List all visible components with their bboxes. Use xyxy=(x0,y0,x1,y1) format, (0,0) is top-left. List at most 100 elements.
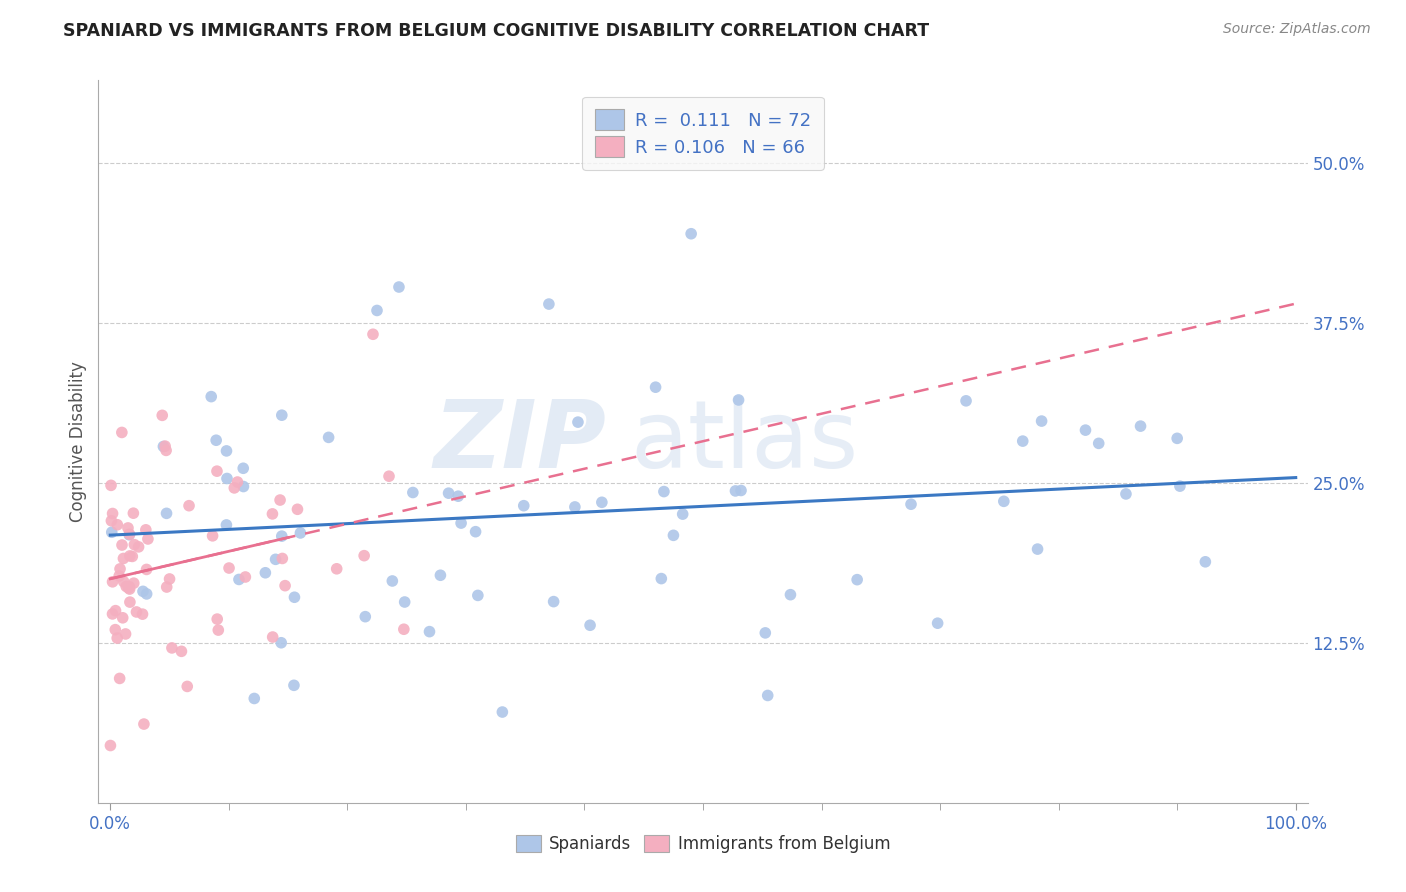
Point xyxy=(537,297,560,311)
Point xyxy=(159,572,181,586)
Point xyxy=(108,562,131,576)
Point xyxy=(160,640,183,655)
Point xyxy=(1026,542,1049,557)
Point xyxy=(153,439,176,453)
Point xyxy=(1031,414,1053,428)
Point xyxy=(121,549,143,564)
Point xyxy=(224,481,246,495)
Point xyxy=(232,479,254,493)
Point xyxy=(318,430,340,444)
Point xyxy=(283,591,305,605)
Point xyxy=(118,549,141,563)
Point xyxy=(122,506,145,520)
Point xyxy=(125,605,148,619)
Point xyxy=(264,552,287,566)
Point xyxy=(464,524,486,539)
Text: atlas: atlas xyxy=(630,395,859,488)
Point xyxy=(101,574,124,589)
Point xyxy=(100,739,122,753)
Point xyxy=(1074,423,1097,437)
Point xyxy=(467,588,489,602)
Legend: Spaniards, Immigrants from Belgium: Spaniards, Immigrants from Belgium xyxy=(509,828,897,860)
Point xyxy=(111,611,134,625)
Point xyxy=(108,569,131,583)
Point xyxy=(269,493,291,508)
Point xyxy=(353,549,375,563)
Point xyxy=(112,551,135,566)
Point xyxy=(1087,436,1109,450)
Point xyxy=(262,507,284,521)
Point xyxy=(104,604,127,618)
Point xyxy=(111,538,134,552)
Point xyxy=(394,595,416,609)
Point xyxy=(114,627,136,641)
Point xyxy=(564,500,586,514)
Point xyxy=(270,408,292,422)
Point xyxy=(170,644,193,658)
Text: Source: ZipAtlas.com: Source: ZipAtlas.com xyxy=(1223,22,1371,37)
Point xyxy=(205,612,228,626)
Point xyxy=(1194,555,1216,569)
Point xyxy=(254,566,277,580)
Point xyxy=(955,393,977,408)
Point xyxy=(381,574,404,588)
Point xyxy=(226,475,249,489)
Point xyxy=(150,409,173,423)
Point xyxy=(215,443,238,458)
Point xyxy=(117,521,139,535)
Point xyxy=(118,527,141,541)
Point xyxy=(993,494,1015,508)
Point xyxy=(402,485,425,500)
Point xyxy=(900,497,922,511)
Point xyxy=(100,514,122,528)
Point xyxy=(491,705,513,719)
Point xyxy=(155,507,177,521)
Point xyxy=(513,499,536,513)
Point xyxy=(392,622,415,636)
Point xyxy=(201,529,224,543)
Point xyxy=(756,689,779,703)
Point xyxy=(128,540,150,554)
Point xyxy=(117,581,139,595)
Point xyxy=(727,392,749,407)
Point xyxy=(155,443,177,458)
Point xyxy=(325,562,347,576)
Point xyxy=(579,618,602,632)
Point xyxy=(207,623,229,637)
Point xyxy=(101,507,124,521)
Point xyxy=(591,495,613,509)
Point xyxy=(846,573,869,587)
Point xyxy=(215,517,238,532)
Point xyxy=(927,616,949,631)
Point xyxy=(122,576,145,591)
Y-axis label: Cognitive Disability: Cognitive Disability xyxy=(69,361,87,522)
Point xyxy=(652,484,675,499)
Point xyxy=(779,588,801,602)
Point xyxy=(1011,434,1033,449)
Point xyxy=(567,415,589,429)
Point xyxy=(283,678,305,692)
Point xyxy=(200,390,222,404)
Point xyxy=(118,582,141,596)
Point xyxy=(132,584,155,599)
Point xyxy=(118,527,141,541)
Point xyxy=(218,561,240,575)
Point xyxy=(730,483,752,498)
Point xyxy=(754,626,776,640)
Point xyxy=(177,499,200,513)
Point xyxy=(1115,487,1137,501)
Point xyxy=(243,691,266,706)
Point xyxy=(118,580,141,594)
Point xyxy=(290,525,312,540)
Point xyxy=(118,595,141,609)
Point xyxy=(270,529,292,543)
Point xyxy=(287,502,309,516)
Point xyxy=(672,507,695,521)
Text: ZIP: ZIP xyxy=(433,395,606,488)
Point xyxy=(135,587,157,601)
Point xyxy=(152,440,174,454)
Point xyxy=(274,579,297,593)
Point xyxy=(215,471,238,485)
Point xyxy=(724,483,747,498)
Point xyxy=(361,327,384,342)
